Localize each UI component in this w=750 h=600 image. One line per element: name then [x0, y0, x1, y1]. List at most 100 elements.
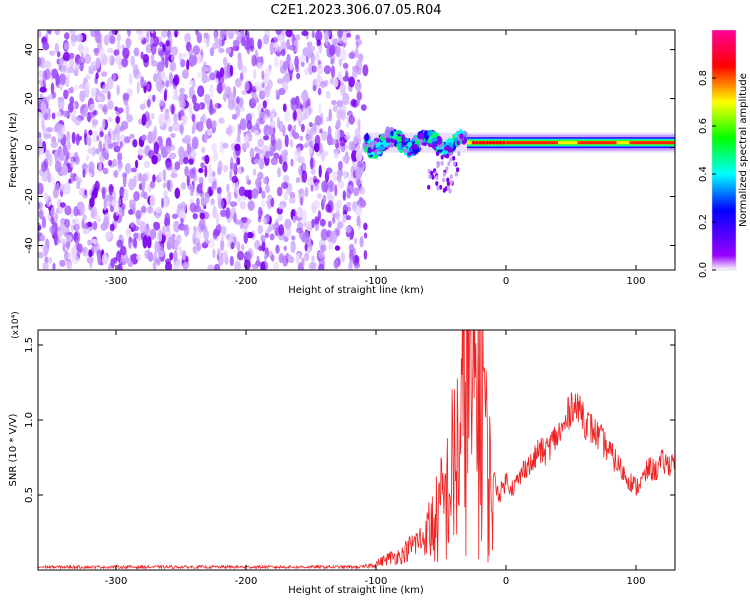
heatmap-noise-cell: [115, 115, 120, 124]
heatmap-noise-cell: [59, 259, 66, 267]
heatmap-noise-cell: [130, 167, 137, 173]
heatmap-noise-cell: [102, 83, 109, 94]
heatmap-noise-cell: [93, 243, 101, 252]
heatmap-noise-cell: [87, 147, 94, 155]
heatmap-noise-cell: [69, 52, 75, 59]
heatmap-noise-cell: [257, 102, 262, 115]
heatmap-noise-cell: [321, 180, 328, 193]
heatmap-noise-cell: [216, 248, 222, 256]
heatmap-noise-cell: [210, 184, 218, 192]
heatmap-noise-cell: [236, 193, 242, 203]
heatmap-noise-cell: [220, 225, 227, 236]
heatmap-noise-cell: [107, 159, 113, 167]
heatmap-noise-cell: [147, 118, 153, 127]
heatmap-noise-cell: [173, 220, 180, 233]
heatmap-noise-cell: [69, 157, 74, 169]
heatmap-noise-cell: [337, 71, 343, 81]
heatmap-noise-cell: [270, 254, 275, 262]
heatmap-noise-cell: [133, 47, 140, 57]
heatmap-noise-cell: [240, 65, 247, 74]
spectrogram-x-ticks: -300 -200 -100 0 100: [105, 30, 646, 287]
heatmap-noise-cell: [141, 134, 147, 141]
heatmap-noise-cell: [58, 58, 64, 65]
heatmap-noise-cell: [336, 119, 341, 129]
heatmap-noise-cell: [270, 133, 276, 147]
heatmap-noise-cell: [94, 30, 101, 36]
heatmap-noise-cell: [56, 51, 61, 58]
heatmap-noise-cell: [202, 199, 206, 206]
colorbar-gradient: [711, 29, 737, 271]
heatmap-noise-cell: [222, 57, 228, 66]
heatmap-noise-cell: [98, 47, 105, 59]
heatmap-echo-tail: [436, 163, 440, 169]
heatmap-noise-cell: [315, 30, 323, 42]
heatmap-noise-cell: [169, 61, 177, 72]
heatmap-noise-cell: [141, 113, 147, 126]
heatmap-noise-cell: [84, 53, 92, 64]
heatmap-noise-cell: [326, 229, 331, 238]
heatmap-noise-cell: [170, 132, 176, 139]
heatmap-noise-cell: [151, 112, 155, 120]
heatmap-noise-cell: [38, 56, 42, 67]
heatmap-noise-cell: [236, 96, 240, 104]
heatmap-noise-cell: [72, 255, 80, 265]
heatmap-noise-cell: [331, 99, 337, 106]
heatmap-noise-cell: [314, 115, 322, 126]
heatmap-noise-cell: [304, 187, 309, 198]
heatmap-echo-tail: [452, 155, 456, 161]
heatmap-noise-cell: [230, 242, 235, 250]
heatmap-noise-cell: [62, 51, 71, 62]
heatmap-noise-cell: [39, 93, 43, 102]
heatmap-noise-cell: [66, 131, 71, 142]
heatmap-noise-cell: [162, 168, 167, 182]
heatmap-noise-cell: [104, 231, 112, 240]
heatmap-noise-cell: [117, 198, 122, 206]
heatmap-noise-cell: [231, 175, 238, 184]
heatmap-noise-cell: [172, 213, 178, 219]
heatmap-noise-cell: [62, 243, 66, 252]
heatmap-noise-cell: [154, 258, 160, 264]
heatmap-noise-cell: [301, 61, 305, 67]
heatmap-noise-cell: [226, 183, 230, 193]
heatmap-noise-cell: [272, 261, 279, 270]
heatmap-noise-cell: [353, 262, 361, 269]
heatmap-noise-cell: [132, 225, 140, 232]
heatmap-noise-cell: [208, 238, 216, 248]
heatmap-echo-tail: [440, 154, 444, 160]
heatmap-noise-cell: [284, 110, 291, 123]
heatmap-noise-cell: [128, 237, 133, 243]
heatmap-band-layer: [467, 141, 675, 145]
heatmap-band-dot: [475, 140, 479, 145]
heatmap-noise-cell: [318, 164, 322, 178]
colorbar-tick-label: 0.2: [698, 214, 709, 230]
heatmap-noise-cell: [237, 58, 243, 71]
heatmap-noise-cell: [257, 138, 265, 148]
heatmap-noise-cell: [59, 202, 66, 208]
heatmap-noise-cell: [49, 225, 56, 234]
heatmap-noise-cell: [217, 74, 225, 85]
heatmap-noise-cell: [318, 142, 323, 154]
heatmap-noise-cell: [113, 145, 121, 153]
heatmap-noise-cell: [94, 48, 99, 57]
heatmap-noise-cell: [301, 90, 309, 102]
heatmap-noise-cell: [206, 37, 210, 48]
heatmap-noise-cell: [295, 177, 301, 184]
heatmap-noise-cell: [349, 256, 354, 269]
heatmap-noise-cell: [356, 177, 361, 187]
heatmap-echo-tail: [445, 166, 449, 172]
heatmap-noise-cell: [91, 238, 98, 244]
heatmap-echo-tail: [427, 168, 431, 174]
heatmap-noise-cell: [58, 230, 63, 240]
heatmap-noise-cell: [241, 36, 246, 47]
heatmap-noise-cell: [38, 182, 44, 195]
heatmap-noise-cell: [95, 57, 101, 69]
heatmap-noise-cell: [304, 67, 309, 76]
heatmap-noise-cell: [151, 60, 158, 67]
heatmap-noise-cell: [168, 72, 173, 84]
heatmap-noise-cell: [234, 143, 241, 152]
heatmap-noise-cell: [294, 151, 302, 162]
heatmap-noise-cell: [179, 87, 186, 94]
heatmap-noise-cell: [79, 90, 86, 103]
heatmap-noise-cell: [82, 168, 86, 178]
